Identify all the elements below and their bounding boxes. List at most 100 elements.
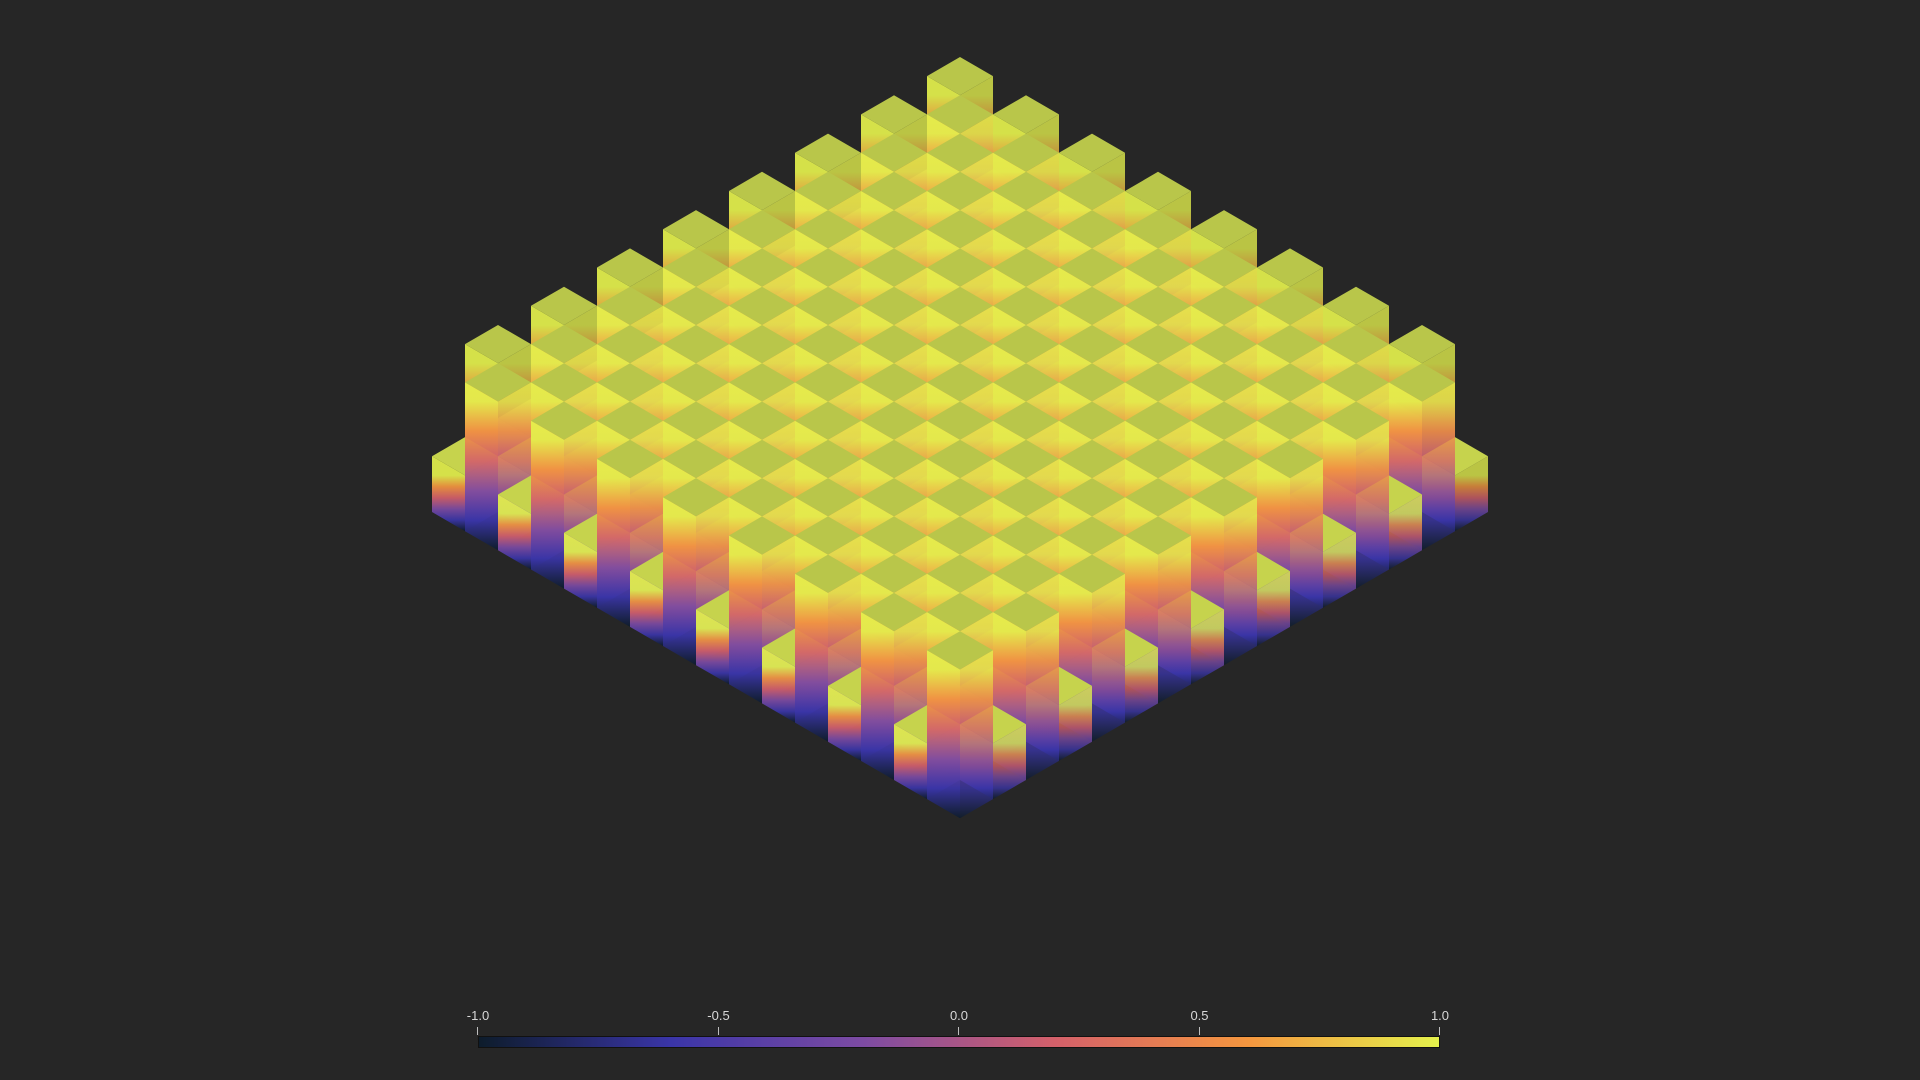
cell-top-face — [729, 363, 795, 402]
cell-top-face — [1059, 171, 1125, 211]
cell-top-face — [1257, 439, 1323, 479]
cell-top-face — [1125, 401, 1191, 440]
cell-top-face — [1059, 439, 1125, 479]
cell-top-face — [1323, 325, 1389, 364]
cell-top-face — [927, 325, 993, 364]
cell-top-face — [1125, 439, 1191, 479]
cell-top-face — [1191, 363, 1257, 402]
cell-top-face — [1125, 363, 1191, 402]
cell-top-face — [861, 516, 927, 555]
cell-top-face — [1059, 210, 1125, 249]
cell-top-face — [795, 171, 861, 211]
cell-top-face — [795, 478, 861, 517]
cell-top-face — [861, 171, 927, 211]
cell-side-face — [1059, 685, 1092, 761]
colorbar-tick: -0.5 — [689, 1008, 749, 1035]
cell-top-face — [1257, 325, 1323, 364]
cell-side-face — [1389, 494, 1422, 570]
cell-top-face — [927, 57, 993, 96]
cell-top-face — [993, 325, 1059, 364]
cell-top-face — [927, 95, 993, 134]
cell-top-face — [927, 631, 993, 670]
cell-top-face — [993, 133, 1059, 172]
colorbar-tick: 1.0 — [1410, 1008, 1470, 1035]
cell-top-face — [861, 439, 927, 479]
cell-top-face — [795, 554, 861, 593]
cell-side-face — [960, 650, 993, 819]
cell-top-face — [1059, 248, 1125, 287]
cell-top-face — [1191, 478, 1257, 517]
cell-top-face — [861, 248, 927, 287]
cell-top-face — [663, 248, 729, 287]
cell-top-face — [1257, 248, 1323, 287]
cell-top-face — [1125, 210, 1191, 249]
cell-top-face — [861, 325, 927, 364]
cell-top-face — [597, 286, 663, 325]
cell-top-face — [927, 171, 993, 211]
cell-side-face — [1092, 573, 1125, 742]
cell-top-face — [927, 478, 993, 517]
cell-top-face — [729, 478, 795, 517]
cell-top-face — [861, 133, 927, 172]
cell-top-face — [927, 210, 993, 249]
colorbar-tick-label: -0.5 — [707, 1008, 730, 1023]
cell-top-face — [993, 286, 1059, 325]
cell-top-face — [861, 210, 927, 249]
cell-side-face — [1224, 497, 1257, 666]
cell-top-face — [795, 516, 861, 555]
colorbar: -1.0 -0.5 0.0 0.5 1.0 — [467, 1008, 1449, 1048]
cell-top-face — [531, 401, 597, 440]
cell-top-face — [1323, 401, 1389, 440]
cell-top-face — [1059, 325, 1125, 364]
cell-side-face — [861, 612, 894, 780]
cell-top-face — [861, 286, 927, 325]
cell-top-face — [1125, 325, 1191, 364]
cell-top-face — [597, 248, 663, 287]
cell-top-face — [993, 363, 1059, 402]
cell-side-face — [729, 535, 762, 704]
cell-top-face — [927, 363, 993, 402]
cell-top-face — [1323, 363, 1389, 402]
cell-side-face — [1455, 456, 1488, 532]
cell-top-face — [1059, 286, 1125, 325]
cell-top-face — [927, 439, 993, 479]
cell-top-face — [1191, 286, 1257, 325]
cell-top-face — [927, 286, 993, 325]
cell-top-face — [729, 171, 795, 211]
cell-top-face — [465, 363, 531, 402]
cell-top-face — [927, 592, 993, 632]
cell-top-face — [729, 248, 795, 287]
cell-top-face — [465, 325, 531, 364]
cell-top-face — [729, 516, 795, 555]
cell-top-face — [1125, 248, 1191, 287]
cell-side-face — [597, 458, 630, 627]
cell-top-face — [993, 478, 1059, 517]
cell-top-face — [1323, 286, 1389, 325]
cell-top-face — [795, 248, 861, 287]
cell-side-face — [663, 497, 696, 666]
cell-top-face — [1191, 210, 1257, 249]
cell-top-face — [993, 554, 1059, 593]
cell-side-face — [1323, 532, 1356, 608]
cell-top-face — [993, 439, 1059, 479]
cell-top-face — [1125, 516, 1191, 555]
cell-top-face — [663, 363, 729, 402]
cell-top-face — [861, 592, 927, 632]
cell-side-face — [465, 382, 498, 551]
cell-top-face — [597, 439, 663, 479]
cell-top-face — [663, 478, 729, 517]
cell-side-face — [531, 420, 564, 589]
cell-top-face — [795, 439, 861, 479]
cell-top-face — [1257, 401, 1323, 440]
cell-top-face — [993, 401, 1059, 440]
cell-side-face — [564, 532, 597, 608]
cell-top-face — [861, 401, 927, 440]
cell-top-face — [1191, 325, 1257, 364]
cell-top-face — [663, 401, 729, 440]
cell-top-face — [1125, 171, 1191, 211]
cell-top-face — [597, 363, 663, 402]
cell-top-face — [993, 516, 1059, 555]
cell-top-face — [993, 171, 1059, 211]
cell-top-face — [531, 363, 597, 402]
